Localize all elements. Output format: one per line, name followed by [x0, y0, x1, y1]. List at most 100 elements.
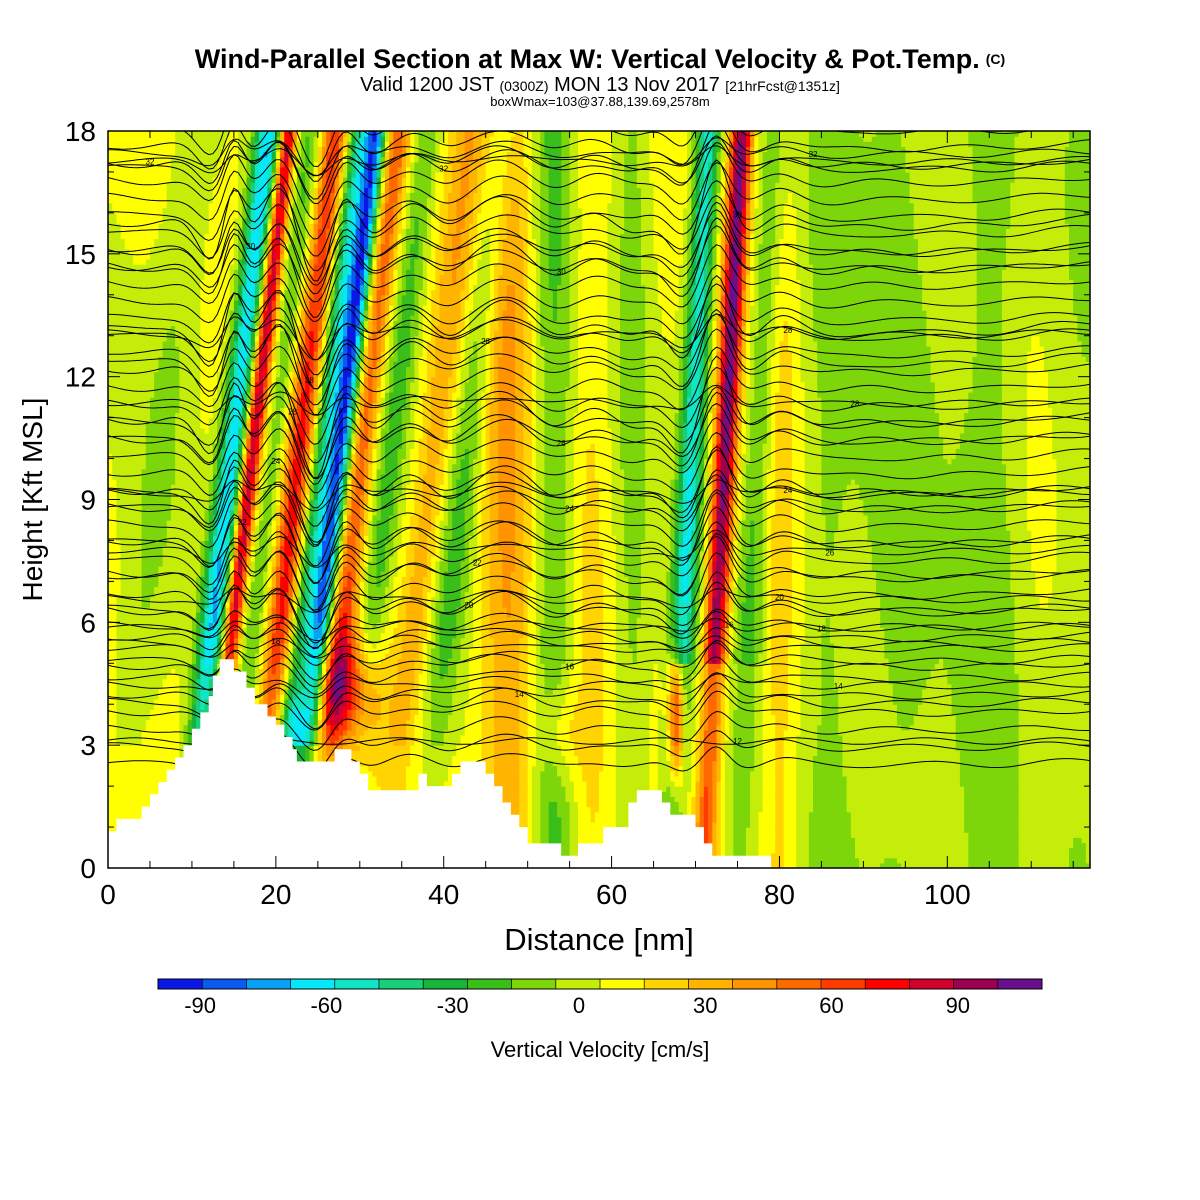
velocity-cell: [368, 637, 382, 644]
velocity-cell: [666, 663, 671, 669]
velocity-cell: [292, 576, 298, 582]
velocity-cell: [565, 566, 575, 572]
velocity-cell: [200, 688, 210, 695]
velocity-cell: [296, 653, 302, 659]
velocity-cell: [275, 622, 281, 629]
velocity-cell: [330, 581, 336, 588]
velocity-cell: [468, 673, 483, 680]
velocity-cell: [489, 617, 525, 623]
velocity-cell: [1018, 704, 1090, 710]
velocity-cell: [187, 678, 193, 685]
velocity-cell: [393, 740, 407, 746]
velocity-cell: [343, 714, 348, 721]
velocity-cell: [355, 683, 361, 690]
velocity-cell: [527, 714, 537, 721]
velocity-cell: [565, 606, 575, 613]
velocity-cell: [582, 601, 604, 608]
velocity-cell: [489, 591, 504, 598]
velocity-cell: [561, 842, 571, 849]
velocity-cell: [212, 576, 218, 582]
velocity-cell: [771, 612, 793, 618]
velocity-cell: [242, 683, 256, 690]
velocity-cell: [233, 571, 239, 577]
velocity-cell: [674, 683, 680, 690]
velocity-cell: [120, 550, 143, 557]
velocity-cell: [569, 729, 604, 736]
velocity-cell: [313, 693, 319, 700]
velocity-cell: [955, 745, 1020, 751]
velocity-cell: [347, 688, 353, 695]
velocity-cell: [108, 688, 117, 695]
velocity-cell: [468, 688, 483, 695]
velocity-cell: [586, 786, 600, 792]
velocity-cell: [116, 637, 193, 644]
velocity-cell: [246, 647, 260, 654]
velocity-cell: [301, 586, 306, 593]
velocity-cell: [515, 555, 525, 562]
velocity-cell: [225, 586, 231, 593]
velocity-cell: [720, 740, 726, 746]
velocity-cell: [309, 622, 315, 629]
velocity-cell: [1018, 837, 1074, 844]
velocity-cell: [527, 832, 533, 838]
velocity-cell: [292, 653, 298, 659]
velocity-cell: [313, 724, 319, 731]
velocity-cell: [296, 591, 302, 598]
velocity-cell: [351, 647, 357, 654]
velocity-cell: [271, 632, 285, 639]
velocity-cell: [196, 612, 201, 618]
velocity-cell: [544, 601, 567, 608]
velocity-cell: [573, 622, 583, 629]
velocity-cell: [557, 811, 571, 818]
velocity-cell: [305, 683, 315, 690]
velocity-cell: [322, 693, 327, 700]
velocity-cell: [678, 550, 684, 557]
velocity-cell: [754, 688, 764, 695]
velocity-cell: [187, 704, 193, 710]
velocity-cell: [834, 653, 885, 659]
velocity-cell: [699, 647, 705, 654]
velocity-cell: [720, 847, 726, 854]
velocity-cell: [435, 591, 441, 598]
velocity-cell: [284, 724, 290, 731]
velocity-cell: [108, 780, 180, 787]
velocity-cell: [615, 796, 650, 803]
velocity-cell: [187, 709, 193, 716]
velocity-cell: [787, 683, 802, 690]
velocity-cell: [804, 606, 881, 613]
velocity-cell: [615, 683, 655, 690]
velocity-cell: [678, 770, 684, 777]
velocity-cell: [363, 683, 373, 690]
velocity-cell: [481, 612, 491, 618]
velocity-cell: [766, 606, 772, 613]
velocity-cell: [741, 550, 751, 557]
velocity-cell: [531, 832, 541, 838]
velocity-cell: [494, 740, 520, 746]
velocity-cell: [720, 637, 726, 644]
velocity-cell: [565, 760, 579, 767]
velocity-cell: [309, 617, 315, 623]
velocity-cell: [267, 642, 273, 649]
velocity-cell: [456, 612, 466, 618]
velocity-cell: [800, 673, 823, 680]
velocity-cell: [330, 658, 336, 664]
velocity-cell: [682, 658, 688, 664]
velocity-cell: [540, 653, 567, 659]
velocity-cell: [275, 704, 281, 710]
velocity-cell: [699, 673, 705, 680]
velocity-cell: [422, 704, 432, 710]
velocity-cell: [288, 566, 294, 572]
velocity-cell: [842, 760, 961, 767]
velocity-cell: [384, 586, 394, 593]
velocity-cell: [296, 545, 302, 552]
velocity-cell: [678, 699, 684, 705]
velocity-cell: [917, 709, 953, 716]
velocity-cell: [1031, 555, 1058, 562]
velocity-cell: [741, 571, 747, 577]
velocity-cell: [280, 581, 290, 588]
velocity-cell: [527, 806, 533, 813]
velocity-cell: [716, 704, 722, 710]
velocity-cell: [695, 550, 701, 557]
velocity-cell: [439, 637, 453, 644]
velocity-cell: [229, 637, 235, 644]
